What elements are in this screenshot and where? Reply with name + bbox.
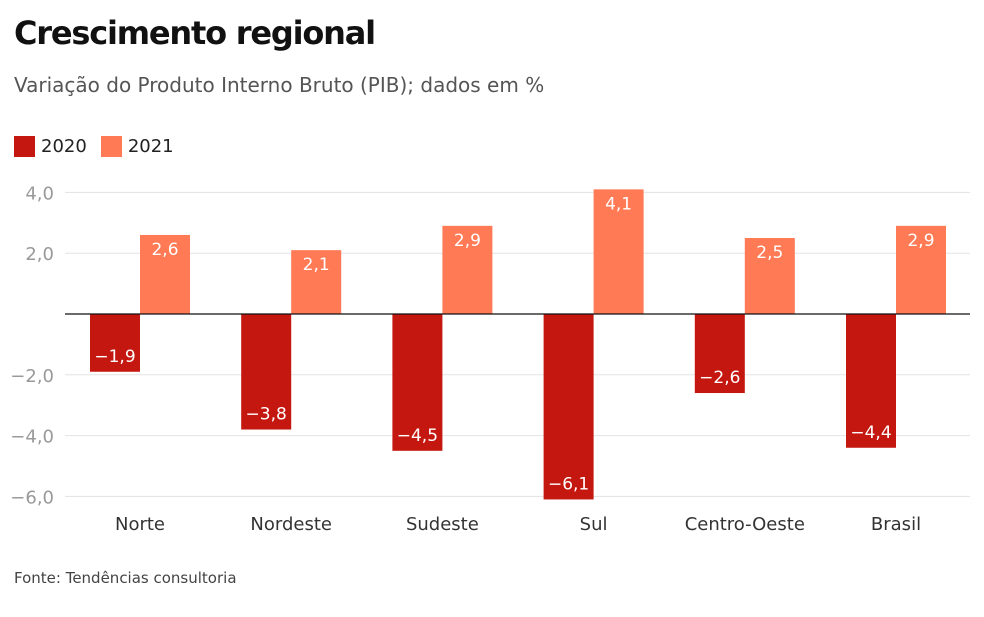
x-tick-label: Centro-Oeste — [685, 514, 805, 535]
bar-2020 — [241, 314, 292, 430]
x-tick-label: Brasil — [871, 514, 921, 535]
y-tick-label: 4,0 — [25, 183, 54, 204]
bar-2020 — [392, 314, 443, 451]
y-tick-label: −2,0 — [10, 366, 54, 387]
data-label: −3,8 — [246, 405, 287, 425]
bar-2021 — [744, 238, 795, 314]
data-label: 4,1 — [605, 194, 632, 214]
legend-label-2020: 2020 — [41, 136, 87, 157]
bar-2021 — [140, 234, 190, 314]
bar-2021 — [291, 250, 342, 314]
bar-2021 — [593, 189, 644, 314]
data-label: 2,1 — [303, 255, 330, 275]
y-tick-label: −6,0 — [10, 487, 54, 508]
legend-swatch-2021 — [100, 136, 122, 157]
bar-2021 — [896, 225, 946, 314]
data-label: 2,9 — [454, 231, 481, 251]
y-tick-label: 2,0 — [25, 244, 54, 265]
legend-item-2020: 2020 — [14, 136, 87, 157]
y-tick-label: −4,0 — [10, 427, 54, 448]
data-label: −4,5 — [397, 426, 438, 446]
legend-item-2021: 2021 — [100, 136, 174, 157]
chart-subtitle: Variação do Produto Interno Bruto (PIB);… — [14, 73, 545, 97]
x-tick-label: Norte — [115, 514, 165, 535]
bar-2020 — [846, 314, 896, 448]
data-label: −1,9 — [94, 347, 135, 367]
data-label: −4,4 — [850, 423, 891, 443]
legend-label-2021: 2021 — [127, 136, 174, 157]
bar-2020 — [90, 314, 140, 372]
x-tick-label: Nordeste — [250, 514, 332, 535]
data-label: 2,9 — [907, 231, 934, 251]
data-label: −6,1 — [548, 474, 589, 494]
bar-2020 — [694, 314, 745, 394]
bar-2021 — [442, 225, 493, 314]
data-label: 2,6 — [151, 240, 178, 260]
data-label: 2,5 — [756, 243, 783, 263]
x-tick-label: Sul — [580, 514, 608, 535]
x-tick-label: Sudeste — [406, 514, 479, 535]
legend: 2020 2021 — [14, 136, 174, 157]
source-note: Fonte: Tendências consultoria — [14, 569, 237, 587]
chart-title: Crescimento regional — [14, 14, 376, 52]
legend-swatch-2020 — [14, 136, 35, 157]
bar-2020 — [543, 314, 594, 500]
data-label: −2,6 — [699, 368, 740, 388]
